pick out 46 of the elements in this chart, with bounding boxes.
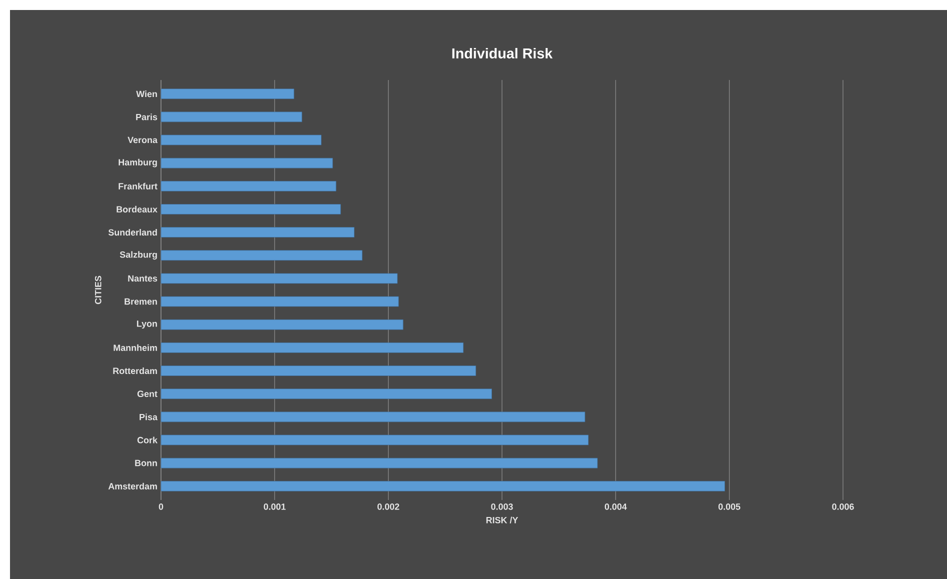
x-tick-label: 0.004 (604, 504, 627, 510)
y-tick-label: Cork (137, 436, 158, 444)
y-axis-title: CITIES (94, 276, 102, 304)
y-tick-label: Mannheim (114, 344, 157, 351)
y-tick-label: Paris (136, 114, 158, 120)
bar (160, 180, 336, 192)
chart-title: Individual Risk (452, 48, 553, 58)
y-tick-label: Nantes (128, 275, 158, 282)
y-tick-label: Bordeaux (116, 206, 158, 213)
y-tick-label: Frankfurt (118, 182, 158, 190)
bar (160, 134, 322, 146)
bar (160, 480, 725, 492)
y-tick-label: Pisa (140, 414, 158, 420)
bar (160, 319, 404, 330)
y-tick-label: Bonn (135, 460, 157, 466)
bar (160, 273, 398, 284)
bar (160, 366, 476, 376)
y-tick-label: Amsterdam (108, 482, 157, 490)
y-tick-label: Hamburg (118, 158, 157, 168)
bar (160, 88, 294, 100)
bar (160, 158, 333, 168)
bar (160, 434, 589, 446)
bar (160, 296, 399, 307)
x-tick-label: 0.001 (264, 504, 286, 510)
bar (160, 458, 598, 468)
bar (160, 342, 464, 353)
y-tick-label: Lyon (137, 320, 157, 329)
bar (160, 204, 341, 214)
bar (160, 227, 354, 238)
x-axis-title: RISK /Y (486, 516, 518, 524)
bar (160, 250, 362, 261)
y-tick-label: Salzburg (120, 251, 157, 260)
y-tick-label: Sunderland (108, 229, 157, 236)
x-tick-label: 0.002 (377, 504, 400, 510)
y-tick-label: Bremen (124, 298, 157, 305)
x-tick-label: 0.006 (832, 504, 854, 510)
x-tick-label: 0 (158, 504, 164, 510)
x-tick-label: 0.003 (491, 504, 513, 510)
bar (160, 112, 302, 122)
y-tick-label: Gent (137, 390, 158, 398)
y-tick-label: Wien (136, 90, 157, 98)
x-tick-label: 0.005 (718, 504, 740, 510)
y-tick-label: Rotterdam (113, 367, 157, 374)
bar (160, 412, 586, 422)
bar (160, 388, 492, 400)
y-tick-label: Verona (128, 136, 158, 144)
